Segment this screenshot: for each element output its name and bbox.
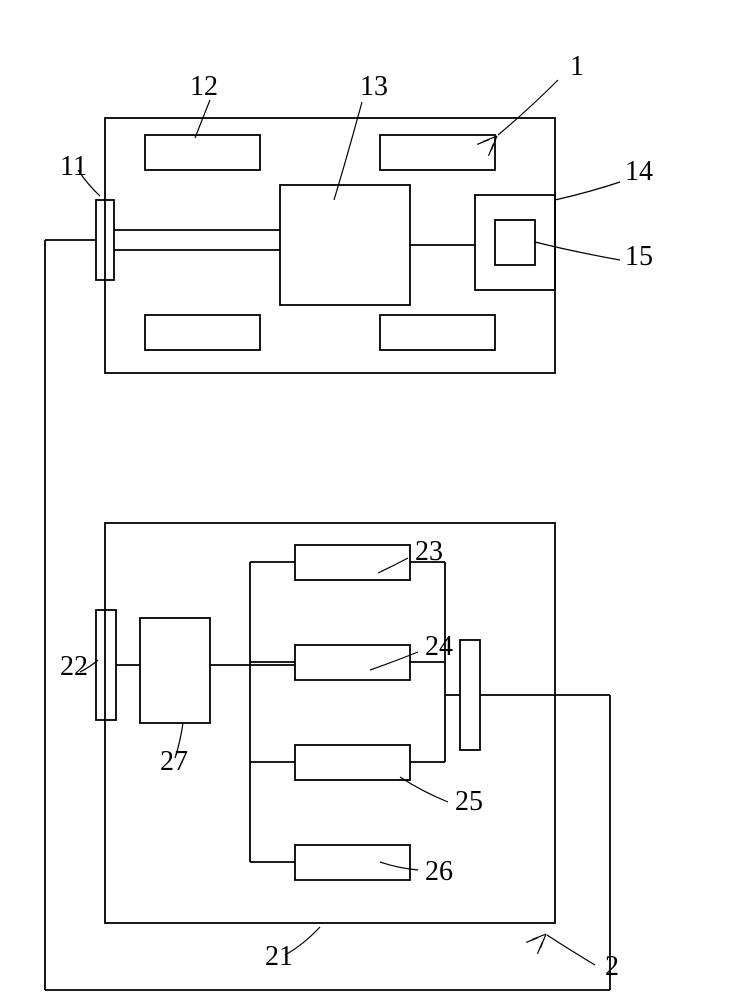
label-n14: 14 bbox=[625, 156, 653, 187]
box-b12d bbox=[380, 315, 495, 350]
box-b24 bbox=[295, 645, 410, 680]
label-n23: 23 bbox=[415, 536, 443, 567]
box-b15 bbox=[495, 220, 535, 265]
box-b26 bbox=[295, 845, 410, 880]
box-outer1 bbox=[105, 118, 555, 373]
box-b22 bbox=[96, 610, 116, 720]
box-b13 bbox=[280, 185, 410, 305]
label-n27: 27 bbox=[160, 746, 188, 777]
leader-l15 bbox=[535, 242, 620, 260]
box-b25 bbox=[295, 745, 410, 780]
label-n25: 25 bbox=[455, 786, 483, 817]
leader-l26 bbox=[380, 862, 418, 870]
box-b12b bbox=[380, 135, 495, 170]
label-n13: 13 bbox=[360, 71, 388, 102]
label-n2: 2 bbox=[605, 951, 619, 982]
label-n1: 1 bbox=[570, 51, 584, 82]
label-n15: 15 bbox=[625, 241, 653, 272]
box-b27 bbox=[140, 618, 210, 723]
box-b14 bbox=[475, 195, 555, 290]
label-n24: 24 bbox=[425, 631, 453, 662]
leader-l2 bbox=[547, 935, 595, 965]
leader-l12 bbox=[195, 100, 210, 138]
label-n12: 12 bbox=[190, 71, 218, 102]
label-n22: 22 bbox=[60, 651, 88, 682]
arrow-a2 bbox=[526, 928, 551, 953]
label-n21: 21 bbox=[265, 941, 293, 972]
leader-l1 bbox=[498, 80, 558, 135]
label-n11: 11 bbox=[60, 151, 87, 182]
leader-l23 bbox=[378, 558, 408, 573]
diagram-canvas: 11112131415221222324252627 bbox=[0, 0, 740, 1000]
box-b12c bbox=[145, 315, 260, 350]
label-n26: 26 bbox=[425, 856, 453, 887]
box-b23 bbox=[295, 545, 410, 580]
box-conn bbox=[460, 640, 480, 750]
box-b12a bbox=[145, 135, 260, 170]
leader-l14 bbox=[555, 182, 620, 200]
